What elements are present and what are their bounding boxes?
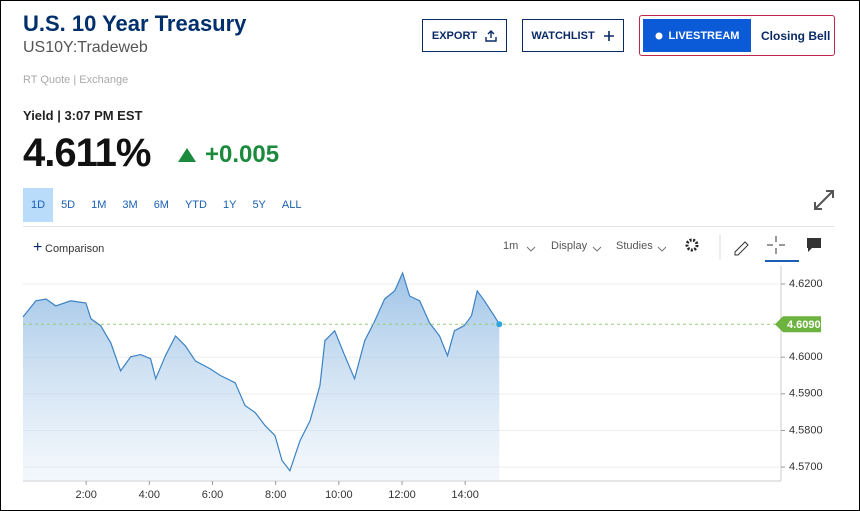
icon [485, 29, 497, 42]
range-tab[interactable]: 1M [91, 199, 107, 211]
comparison-button[interactable]: Comparison [45, 243, 104, 255]
x-tick-label: 10:00 [325, 489, 353, 501]
y-tick-label: 4.5900 [789, 388, 823, 400]
range-tab[interactable]: 1D [23, 188, 54, 222]
range-tab[interactable]: 3M [122, 199, 138, 211]
price-line [22, 271, 500, 472]
divider [23, 226, 835, 227]
export-button[interactable]: EXPORT [422, 19, 507, 52]
caret [526, 246, 536, 252]
yield-label: Yield | 3:07 PM EST [23, 108, 143, 123]
settings-icon[interactable] [685, 238, 699, 252]
studies-dropdown[interactable]: Studies [616, 240, 653, 252]
plus-icon: + [33, 239, 42, 256]
livestream-button[interactable]: LIVESTREAM [643, 19, 751, 52]
current-dot [496, 321, 503, 328]
range-tab[interactable]: 5D [61, 199, 76, 211]
price: 4.611% [23, 131, 151, 175]
button-label: EXPORT [431, 29, 478, 42]
range-tabs: 1D 5D 1M 3M 6M YTD 1Y 5Y ALL [23, 188, 309, 222]
instrument-title: U.S. 10 Year Treasury [23, 11, 247, 36]
current-value-tag [775, 316, 821, 333]
quote-source: RT Quote | Exchange [23, 74, 129, 86]
x-tick-label: 4:00 [139, 489, 160, 501]
icon [655, 32, 663, 39]
x-tick-label: 2:00 [75, 489, 96, 501]
y-tick-label: 4.6200 [789, 278, 823, 290]
watchlist-button[interactable]: WATCHLIST [522, 19, 624, 52]
x-tick-label: 14:00 [451, 489, 479, 501]
caret [592, 246, 602, 252]
comment-icon[interactable] [807, 238, 821, 252]
closing-bell-link[interactable]: Closing Bell [761, 29, 831, 43]
price-change: +0.005 [205, 141, 280, 168]
range-tab[interactable]: YTD [184, 199, 207, 211]
range-tab[interactable]: ALL [281, 199, 302, 211]
interval-dropdown[interactable]: 1m [503, 240, 518, 252]
up-arrow [178, 148, 196, 162]
livestream-box: LIVESTREAM Closing Bell [639, 15, 835, 56]
range-tab[interactable]: 5Y [252, 199, 266, 211]
y-tick-label: 4.6000 [789, 351, 823, 363]
x-tick-label: 8:00 [265, 489, 286, 501]
x-tick-label: 6:00 [202, 489, 223, 501]
caret [657, 246, 667, 252]
draw-icon[interactable] [734, 241, 749, 256]
chart: + Comparison 1m Display Studies 4.6200 4.… [22, 234, 823, 501]
instrument-symbol: US10Y:Tradeweb [23, 39, 148, 56]
current-value-label: 4.6090 [787, 319, 821, 331]
button-label: WATCHLIST [531, 29, 595, 42]
range-tab[interactable]: 1Y [222, 199, 237, 211]
crosshair-icon[interactable] [767, 236, 785, 254]
area-fill [23, 273, 500, 481]
button-label: LIVESTREAM [668, 29, 740, 42]
y-tick-label: 4.5700 [789, 461, 823, 473]
expand-icon[interactable] [813, 189, 835, 211]
y-tick-label: 4.5800 [789, 424, 823, 436]
x-tick-label: 12:00 [388, 489, 416, 501]
icon [603, 30, 614, 41]
display-dropdown[interactable]: Display [551, 240, 588, 252]
range-tab[interactable]: 6M [153, 199, 169, 211]
